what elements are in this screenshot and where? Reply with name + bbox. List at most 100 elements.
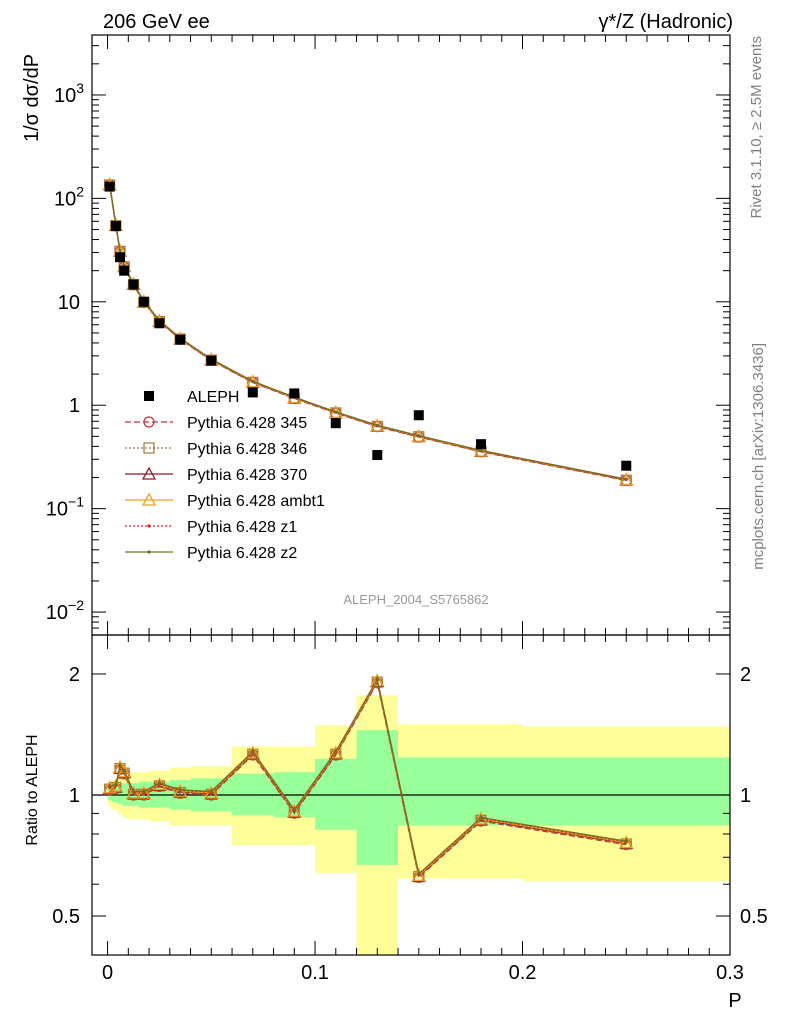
- ratio-y-tick-label-left: 1: [69, 785, 80, 807]
- ratio-point-ambt1: [619, 835, 634, 849]
- ratio-point-z2: [334, 749, 338, 754]
- data-point-aleph: [154, 318, 165, 329]
- data-point-aleph: [128, 279, 139, 290]
- ratio-point-p346: [620, 838, 632, 850]
- ratio-point-ambt1: [287, 803, 302, 817]
- ratio-point-ambt1: [117, 764, 132, 778]
- ratio-y-tick-labels: 0.5 0.5 1 1 2 2: [52, 664, 768, 928]
- mcplots-label: mcplots.cern.ch [arXiv:1306.3436]: [750, 343, 767, 570]
- data-point-aleph: [138, 296, 149, 307]
- data-point-aleph: [621, 460, 632, 471]
- data-point-z2: [479, 448, 483, 453]
- ratio-series-layer: [102, 673, 634, 884]
- ratio-y-tick-label-left: 2: [69, 664, 80, 686]
- legend-label-z1: Pythia 6.428 z1: [187, 519, 297, 536]
- legend-entry-ambt1: Pythia 6.428 ambt1: [125, 492, 325, 510]
- legend-label-ambt1: Pythia 6.428 ambt1: [187, 493, 325, 510]
- data-point-aleph: [413, 410, 424, 421]
- legend-label-z2: Pythia 6.428 z2: [187, 545, 297, 562]
- legend-marker-p346: [143, 442, 155, 454]
- data-point-ambt1: [328, 405, 343, 419]
- data-point-aleph: [110, 221, 121, 232]
- ratio-band-inner: [398, 757, 440, 826]
- header-right-title: γ*/Z (Hadronic): [599, 11, 733, 33]
- ratio-y-tick-label-right: 0.5: [740, 906, 768, 928]
- ratio-point-z2: [108, 784, 112, 789]
- ratio-point-z2: [114, 783, 118, 787]
- ratio-point-z2: [624, 839, 628, 843]
- series-line-p345: [108, 185, 627, 482]
- data-point-z2: [375, 423, 379, 427]
- ratio-axis-ticks: [92, 635, 731, 956]
- data-point-z2: [251, 379, 255, 383]
- ratio-point-p346: [330, 748, 342, 760]
- rivet-version-label: Rivet 3.1.10, ≥ 2.5M events: [748, 36, 765, 219]
- main-y-tick-label: 10−2: [46, 597, 84, 624]
- ratio-point-p346: [138, 788, 150, 800]
- ratio-point-z2: [142, 789, 146, 794]
- main-y-tick-label: 10: [58, 292, 80, 314]
- header-left-title: 206 GeV ee: [103, 11, 210, 33]
- analysis-label: ALEPH_2004_S5765862: [343, 592, 488, 607]
- ratio-point-ambt1: [136, 785, 151, 799]
- data-point-z2: [334, 410, 338, 414]
- ratio-point-z2: [292, 808, 296, 812]
- ratio-band-inner: [117, 784, 123, 804]
- x-axis-label: P: [728, 990, 741, 1012]
- data-point-aleph: [206, 355, 217, 366]
- series-line-p346: [108, 184, 627, 481]
- main-panel: 10−2 10−1 1 10 102 103 1/σ dσ/dP ALEPH_2004_S…: [21, 34, 731, 636]
- data-point-aleph: [119, 265, 130, 276]
- legend-label-p370: Pythia 6.428 370: [187, 467, 307, 484]
- main-y-axis-label: 1/σ dσ/dP: [21, 54, 43, 142]
- data-point-aleph: [247, 387, 258, 398]
- data-point-aleph: [115, 252, 126, 263]
- ratio-point-z2: [118, 764, 122, 768]
- data-point-ambt1: [245, 374, 260, 388]
- ratio-point-z2: [131, 789, 136, 794]
- ratio-y-tick-label-left: 0.5: [52, 906, 80, 928]
- series-line-z1: [108, 184, 627, 481]
- ratio-band-inner: [356, 730, 399, 865]
- data-point-z2: [118, 248, 122, 252]
- x-tick-label: 0.1: [301, 962, 329, 984]
- ratio-y-axis-label: Ratio to ALEPH: [24, 734, 41, 845]
- ratio-point-p346: [247, 748, 259, 760]
- ratio-point-z2: [479, 815, 483, 820]
- data-point-z2: [417, 434, 421, 438]
- x-tick-label: 0.2: [509, 962, 537, 984]
- legend-marker-z1: [147, 524, 151, 528]
- data-point-aleph: [330, 418, 341, 429]
- ratio-point-p346: [371, 676, 383, 688]
- series-line-ambt1: [108, 184, 627, 481]
- ratio-point-ambt1: [328, 745, 343, 759]
- ratio-point-z2: [122, 768, 126, 772]
- ratio-frame: [91, 634, 731, 956]
- data-point-aleph: [104, 181, 115, 192]
- legend-label-ALEPH: ALEPH: [187, 389, 239, 406]
- series-line-z2: [108, 183, 627, 480]
- ratio-point-p346: [104, 783, 116, 795]
- ratio-point-z2: [417, 872, 421, 876]
- x-tick-labels: 0 0.1 0.2 0.3: [102, 962, 744, 984]
- legend-label-p345: Pythia 6.428 345: [187, 415, 307, 432]
- ratio-point-z2: [178, 788, 182, 792]
- main-y-tick-label: 103: [54, 80, 84, 107]
- ratio-point-p346: [205, 788, 217, 800]
- ratio-point-ambt1: [411, 867, 426, 881]
- legend-entry-ALEPH: ALEPH: [144, 389, 239, 406]
- data-point-aleph: [476, 439, 487, 450]
- legend-entry-p346: Pythia 6.428 346: [125, 441, 307, 458]
- legend-marker-p345: [143, 416, 155, 428]
- ratio-panel: 0.5 0.5 1 1 2 2 0 0.1 0.2 0.3 Ratio to ALEPH P: [24, 634, 768, 1012]
- legend-entry-z1: Pythia 6.428 z1: [125, 519, 297, 536]
- main-y-tick-label: 10−1: [46, 494, 84, 521]
- x-tick-label: 0.3: [716, 962, 744, 984]
- ratio-y-tick-label-right: 1: [740, 785, 751, 807]
- legend-marker-ALEPH: [144, 391, 154, 401]
- ratio-point-z2: [209, 789, 213, 794]
- ratio-point-z2: [157, 781, 162, 785]
- series-line-p370: [108, 184, 627, 481]
- ratio-point-ambt1: [126, 785, 141, 799]
